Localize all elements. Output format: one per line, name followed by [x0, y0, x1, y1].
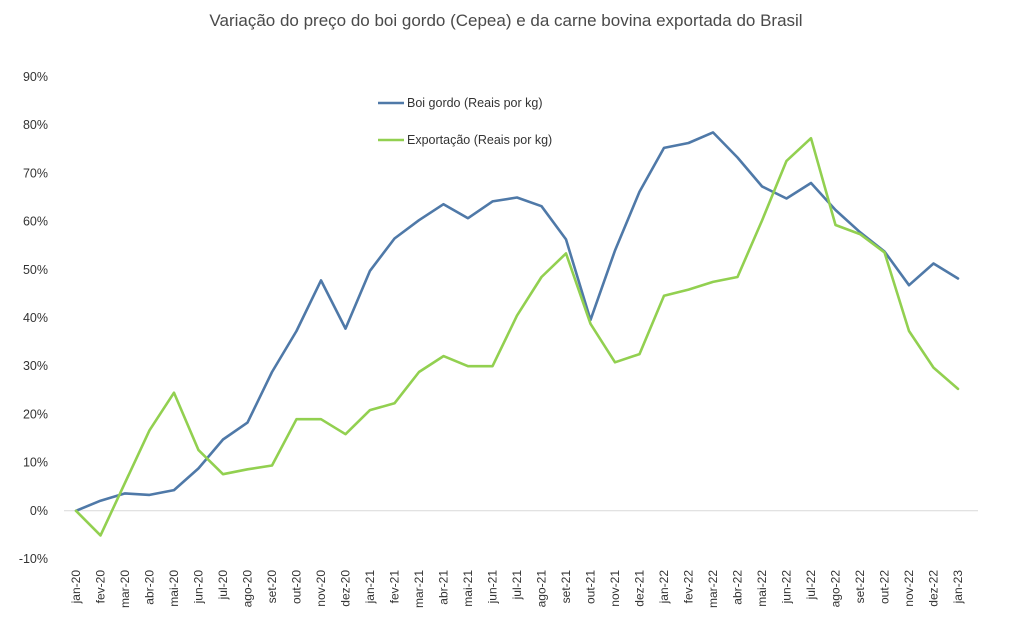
x-tick-label: mar-21: [412, 570, 426, 608]
x-tick-label: ago-20: [241, 570, 255, 608]
x-tick-label: abr-22: [731, 570, 745, 605]
x-tick-label: dez-21: [633, 570, 647, 607]
series-line-1: [74, 131, 960, 513]
x-tick-label: nov-21: [608, 570, 622, 607]
x-tick-label: ago-21: [535, 570, 549, 608]
x-tick-label: out-20: [290, 570, 304, 604]
x-tick-label: jul-21: [510, 570, 524, 601]
x-tick-label: mai-22: [755, 570, 769, 607]
x-tick-label: jan-23: [951, 570, 965, 605]
x-tick-label: mai-20: [167, 570, 181, 607]
y-tick-label: 50%: [23, 263, 48, 277]
y-tick-label: -10%: [19, 552, 48, 566]
x-tick-label: fev-20: [94, 570, 108, 604]
x-tick-label: jun-22: [780, 570, 794, 605]
x-tick-label: mai-21: [461, 570, 475, 607]
x-tick-label: out-21: [584, 570, 598, 604]
x-tick-label: abr-20: [143, 570, 157, 605]
x-tick-label: dez-20: [339, 570, 353, 607]
x-tick-label: jan-21: [363, 570, 377, 605]
x-tick-label: jul-22: [804, 570, 818, 601]
x-tick-label: nov-20: [314, 570, 328, 607]
y-tick-label: 90%: [23, 70, 48, 84]
x-tick-label: jan-20: [69, 570, 83, 605]
x-tick-label: mar-20: [118, 570, 132, 608]
series-line-2: [74, 136, 960, 537]
x-tick-label: abr-21: [437, 570, 451, 605]
y-tick-label: 70%: [23, 166, 48, 180]
y-tick-label: 40%: [23, 311, 48, 325]
x-tick-label: jul-20: [216, 570, 230, 601]
x-tick-label: jun-20: [192, 570, 206, 605]
x-tick-label: set-21: [559, 570, 573, 604]
x-tick-label: set-20: [265, 570, 279, 604]
x-tick-label: fev-22: [682, 570, 696, 604]
y-tick-label: 20%: [23, 407, 48, 421]
x-tick-label: fev-21: [388, 570, 402, 604]
x-tick-label: out-22: [878, 570, 892, 604]
legend-label-1: Boi gordo (Reais por kg): [407, 96, 542, 110]
y-tick-label: 0%: [30, 504, 48, 518]
x-tick-label: jun-21: [486, 570, 500, 605]
y-tick-label: 10%: [23, 456, 48, 470]
y-tick-label: 30%: [23, 359, 48, 373]
legend-label-2: Exportação (Reais por kg): [407, 133, 552, 147]
chart-title: Variação do preço do boi gordo (Cepea) e…: [209, 11, 803, 30]
x-tick-label: mar-22: [706, 570, 720, 608]
x-tick-label: set-22: [853, 570, 867, 604]
x-tick-label: nov-22: [902, 570, 916, 607]
y-tick-label: 60%: [23, 215, 48, 229]
x-tick-label: jan-22: [657, 570, 671, 605]
x-tick-label: ago-22: [829, 570, 843, 608]
y-tick-label: 80%: [23, 118, 48, 132]
x-tick-label: dez-22: [927, 570, 941, 607]
